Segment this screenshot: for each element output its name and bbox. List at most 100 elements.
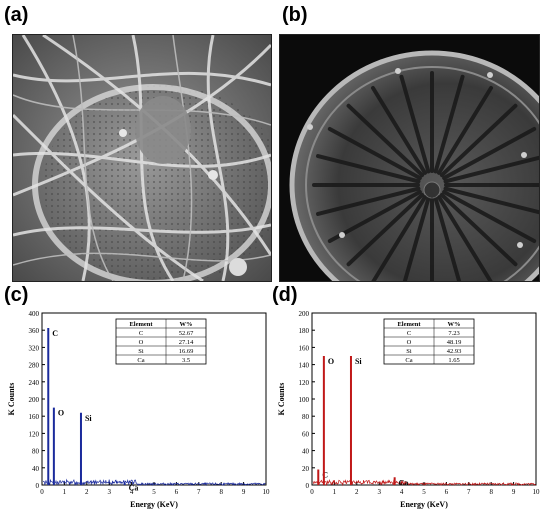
sem-image-a (12, 34, 272, 282)
y-tick-label: 400 (29, 310, 40, 318)
peak-label: Si (85, 414, 92, 423)
y-tick-label: 40 (302, 448, 310, 456)
x-tick-label: 10 (533, 488, 541, 496)
x-tick-label: 8 (489, 488, 493, 496)
x-tick-label: 9 (512, 488, 516, 496)
table-cell: O (407, 339, 412, 346)
eds-spectrum-d: 0 20 40 60 80 100 120 140 160 180 200 0 1 2 3 4 5 6 7 8 9 10 E… (277, 310, 541, 509)
x-tick-label: 7 (467, 488, 471, 496)
x-tick-label: 10 (263, 488, 271, 496)
frustule-rib (443, 155, 539, 184)
y-tick-label: 80 (302, 413, 310, 421)
sem-image-a-graphic (13, 35, 271, 281)
table-header-cell: W% (448, 321, 461, 328)
x-tick-label: 2 (85, 488, 89, 496)
element-table (383, 318, 475, 365)
table-cell: 52.67 (179, 330, 194, 337)
y-tick-label: 80 (32, 448, 40, 456)
x-tick-label: 4 (130, 488, 134, 496)
x-tick-label: 3 (377, 488, 381, 496)
y-tick-label: 140 (299, 362, 310, 370)
panel-letter-d: (d) (272, 284, 298, 306)
x-tick-label: 0 (310, 488, 314, 496)
frustule-rib (371, 86, 427, 175)
panel-letter-a: (a) (4, 4, 29, 26)
y-tick-label: 120 (29, 430, 40, 438)
x-tick-label: 1 (333, 488, 337, 496)
x-tick-label: 7 (197, 488, 201, 496)
table-cell: C (407, 330, 411, 337)
frustule-rib (433, 74, 465, 174)
peak-label: O (58, 409, 64, 418)
x-tick-label: 5 (152, 488, 156, 496)
table-header-cell: W% (180, 321, 193, 328)
x-axis-label: Energy (KeV) (400, 500, 448, 509)
frustule-rib (402, 196, 431, 281)
y-tick-label: 180 (299, 327, 310, 335)
table-cell: 7.23 (448, 330, 459, 337)
peak-label: Ca (399, 478, 409, 487)
peak-label: O (328, 357, 334, 366)
sem-image-b (279, 34, 540, 282)
frustule-rib (316, 154, 421, 184)
panel-letter-c: (c) (4, 284, 29, 306)
frustule-rib (442, 127, 537, 180)
x-tick-label: 4 (400, 488, 404, 496)
y-tick-label: 40 (32, 465, 40, 473)
panel-letter-b: (b) (282, 4, 308, 26)
y-tick-label: 0 (36, 482, 40, 490)
peak-label: C (52, 329, 58, 338)
table-cell: 16.69 (179, 348, 194, 355)
y-tick-label: 200 (29, 396, 40, 404)
table-cell: 27.14 (179, 339, 194, 346)
peak-label: C (322, 471, 328, 480)
frustule-rib (346, 192, 425, 267)
peak-label: Si (355, 357, 362, 366)
table-header-cell: Element (129, 321, 153, 328)
frustule-rib (442, 190, 537, 243)
table-cell: O (139, 339, 144, 346)
x-tick-label: 6 (175, 488, 179, 496)
y-tick-label: 120 (299, 379, 310, 387)
frustule-rib (327, 190, 422, 243)
frustule-rib (327, 127, 422, 180)
table-cell: 42.93 (447, 348, 462, 355)
y-tick-label: 0 (306, 482, 310, 490)
table-cell: 3.5 (182, 357, 190, 364)
x-axis-label: Energy (KeV) (130, 500, 178, 509)
frustule-rib (371, 195, 427, 281)
frustule-rib (443, 186, 539, 215)
x-tick-label: 2 (355, 488, 359, 496)
table-cell: Ca (137, 357, 144, 364)
y-tick-label: 60 (302, 430, 310, 438)
frustule-rib (399, 74, 431, 174)
y-axis-label: K Counts (7, 383, 16, 416)
table-cell: C (139, 330, 143, 337)
frustule-rib (439, 192, 518, 267)
table-cell: 1.65 (448, 357, 459, 364)
y-tick-label: 160 (29, 413, 40, 421)
y-tick-label: 240 (29, 379, 40, 387)
eds-spectrum-c: 0 40 80 120 160 200 240 280 320 360 400 0 1 2 3 4 5 6 7 8 9 1… (7, 310, 271, 509)
frustule-rib (439, 103, 518, 178)
x-tick-label: 5 (422, 488, 426, 496)
sem-image-b-graphic (280, 35, 539, 281)
frustule-rib (433, 196, 462, 281)
element-table (115, 318, 207, 365)
y-tick-label: 280 (29, 362, 40, 370)
table-header-cell: Element (397, 321, 421, 328)
y-tick-label: 320 (29, 344, 40, 352)
x-tick-label: 6 (445, 488, 449, 496)
y-tick-label: 20 (302, 465, 310, 473)
y-tick-label: 160 (299, 344, 310, 352)
frustule-rib (437, 86, 493, 175)
table-cell: Si (138, 348, 144, 355)
table-cell: 48.19 (447, 339, 462, 346)
y-tick-label: 100 (299, 396, 310, 404)
frustule-rib (346, 103, 425, 178)
x-tick-label: 3 (107, 488, 111, 496)
y-tick-label: 360 (29, 327, 40, 335)
y-tick-label: 200 (299, 310, 310, 318)
y-axis-label: K Counts (277, 383, 286, 416)
frustule-rib (316, 186, 421, 216)
